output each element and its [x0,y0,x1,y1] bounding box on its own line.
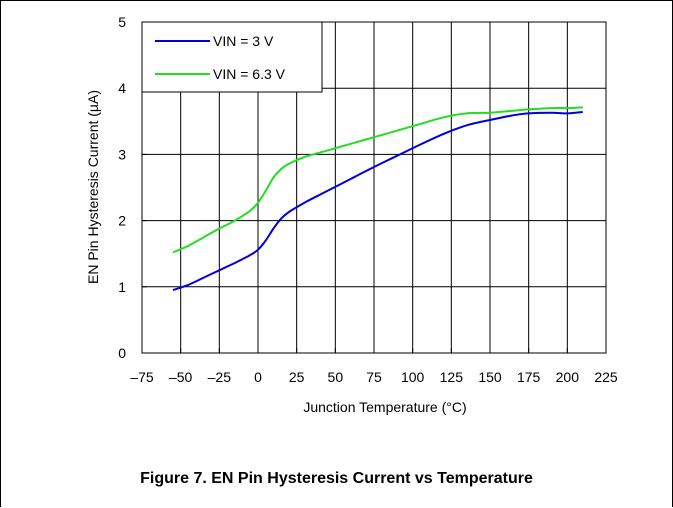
y-tick-label: 0 [118,345,126,361]
x-tick-label: 100 [401,369,425,385]
x-tick-label: 150 [478,369,502,385]
series-line-vin-6v3 [172,106,583,254]
x-tick-label: 225 [594,369,618,385]
x-axis-label: Junction Temperature (°C) [303,399,466,415]
legend-label-vin-3v: VIN = 3 V [213,33,274,49]
x-tick-label: –75 [130,369,154,385]
x-tick-label: 125 [440,369,464,385]
y-tick-label: 3 [118,146,126,162]
y-tick-label: 4 [118,80,126,96]
x-tick-labels: –75 –50 –25 0 25 50 75 100 125 150 175 200 225 [130,348,618,385]
y-tick-label: 5 [118,14,126,30]
x-tick-label: 50 [328,369,344,385]
line-chart: –75 –50 –25 0 25 50 75 100 125 150 175 200 225 0 1 2 3 4… [85,14,618,415]
y-tick-label: 1 [118,279,126,295]
series-lines [172,106,583,292]
x-tick-label: 0 [254,369,262,385]
x-tick-label: –25 [208,369,232,385]
legend-label-vin-6v3: VIN = 6.3 V [213,66,286,82]
x-tick-label: 25 [289,369,305,385]
series-line-vin-3v [172,111,583,292]
y-tick-label: 2 [118,213,126,229]
x-tick-label: 175 [517,369,541,385]
figure-caption: Figure 7. EN Pin Hysteresis Current vs T… [140,470,533,487]
legend-box [141,21,323,93]
legend: VIN = 3 V VIN = 6.3 V [141,21,323,93]
y-axis-label: EN Pin Hysteresis Current (µA) [85,90,101,284]
x-tick-label: –50 [169,369,193,385]
x-tick-label: 75 [366,369,382,385]
x-tick-label: 200 [556,369,580,385]
